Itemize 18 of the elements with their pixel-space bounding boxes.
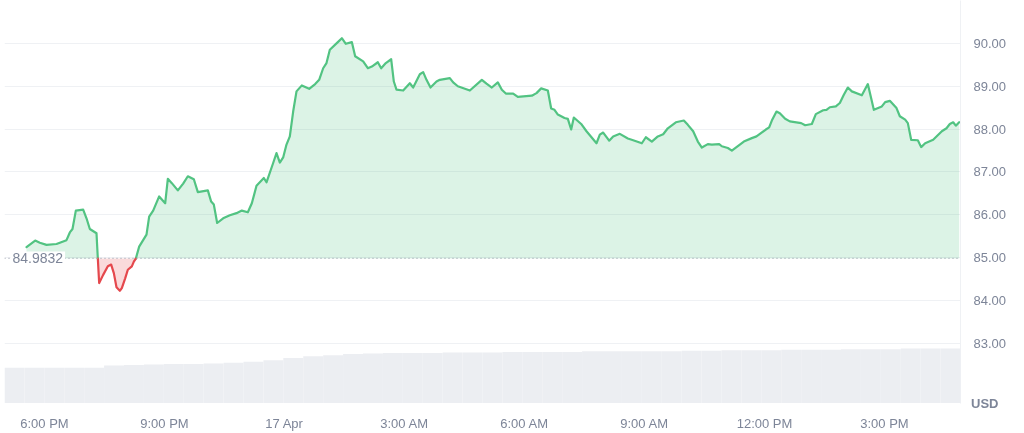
y-tick-label: 88.00 [973, 121, 1007, 137]
y-axis-title: USD [971, 396, 999, 411]
x-tick-label: 9:00 PM [140, 415, 189, 431]
y-tick-label: 84.00 [973, 293, 1007, 309]
y-tick-label: 86.00 [973, 207, 1007, 223]
y-tick-label: 83.00 [973, 335, 1007, 351]
x-tick-label: 17 Apr [265, 415, 304, 431]
ref-line-label: 84.9832 [12, 250, 64, 267]
y-tick-label: 90.00 [973, 35, 1007, 51]
y-tick-label: 87.00 [973, 164, 1007, 180]
x-tick-label: 3:00 AM [380, 415, 428, 431]
x-tick-label: 12:00 PM [736, 415, 793, 431]
y-tick-label: 89.00 [973, 78, 1007, 94]
x-tick-label: 3:00 PM [860, 415, 909, 431]
x-tick-label: 9:00 AM [620, 415, 668, 431]
y-tick-label: 85.00 [973, 250, 1007, 266]
x-tick-label: 6:00 PM [20, 415, 69, 431]
x-tick-label: 6:00 AM [500, 415, 548, 431]
